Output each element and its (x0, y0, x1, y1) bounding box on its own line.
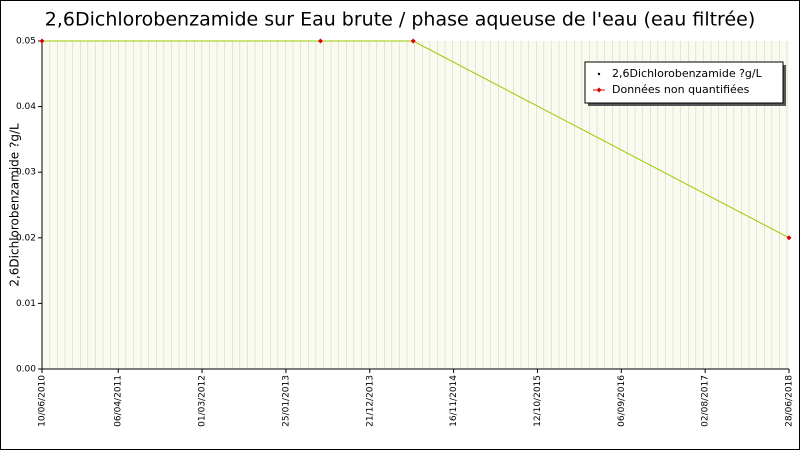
data-marker (410, 38, 416, 44)
data-line (42, 40, 790, 239)
y-axis-label: 2,6Dichlorobenzamide ?g/L (8, 123, 22, 287)
x-tick-label: 06/04/2011 (114, 375, 124, 427)
x-tick-label: 12/10/2015 (533, 375, 543, 427)
x-tick-label: 10/06/2010 (38, 375, 48, 427)
y-tick-label: 0.01 (16, 299, 36, 309)
legend-key (597, 72, 601, 76)
x-tick-label: 01/03/2012 (198, 375, 208, 427)
legend-key (596, 87, 602, 93)
legend (584, 61, 784, 104)
x-tick-label: 28/06/2018 (785, 375, 795, 427)
x-tick-label: 06/09/2016 (617, 375, 627, 427)
x-tick-label: 21/12/2013 (365, 375, 375, 427)
legend-label: Données non quantifiées (612, 83, 750, 96)
x-tick-label: 02/08/2017 (701, 375, 711, 427)
x-tick-label: 16/11/2014 (449, 375, 459, 427)
y-tick-label: 0.05 (16, 37, 36, 47)
chart-title: 2,6Dichlorobenzamide sur Eau brute / pha… (45, 9, 755, 31)
data-marker (317, 38, 323, 44)
legend-label: 2,6Dichlorobenzamide ?g/L (612, 67, 763, 80)
y-tick-label: 0.04 (16, 102, 36, 112)
y-tick-label: 0.02 (16, 233, 36, 243)
data-marker (786, 235, 792, 241)
data-marker (39, 38, 45, 44)
y-tick-label: 0.03 (16, 168, 36, 178)
x-tick-label: 25/01/2013 (281, 375, 291, 427)
y-tick-label: 0.00 (16, 365, 36, 375)
